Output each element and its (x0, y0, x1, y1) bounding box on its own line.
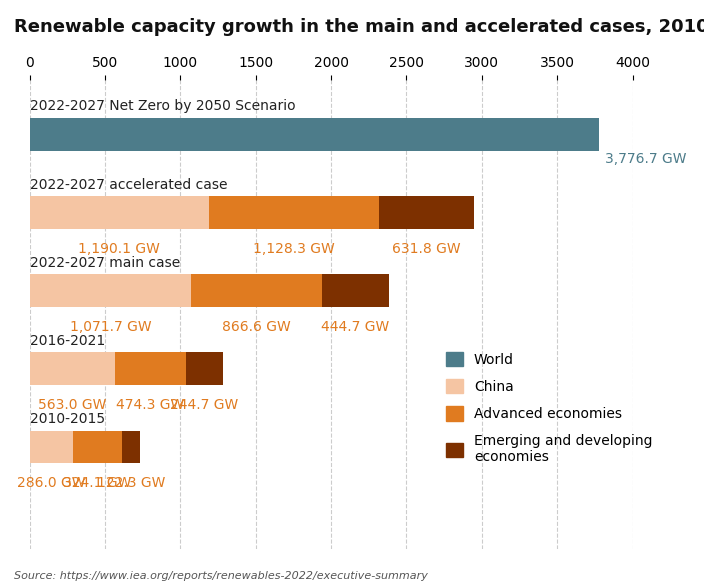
Text: 2010-2015: 2010-2015 (30, 412, 105, 426)
Bar (30, 430, 73, 463)
Bar (186, 352, 223, 385)
Bar (122, 430, 140, 463)
Text: 3,776.7 GW: 3,776.7 GW (605, 152, 686, 166)
Bar (30, 274, 191, 307)
Text: 286.0 GW: 286.0 GW (17, 477, 86, 491)
Bar (115, 352, 186, 385)
Text: 1,071.7 GW: 1,071.7 GW (70, 321, 151, 334)
Text: 324.1 GW: 324.1 GW (63, 477, 132, 491)
Text: 2016-2021: 2016-2021 (30, 334, 105, 348)
Text: 1,128.3 GW: 1,128.3 GW (253, 242, 335, 256)
Text: 2022-2027 accelerated case: 2022-2027 accelerated case (30, 177, 227, 191)
Text: Renewable capacity growth in the main and accelerated cases, 2010-2027: Renewable capacity growth in the main an… (14, 18, 704, 36)
Text: 2022-2027 Net Zero by 2050 Scenario: 2022-2027 Net Zero by 2050 Scenario (30, 99, 296, 113)
Bar (322, 274, 389, 307)
Bar (73, 430, 122, 463)
Text: 122.3 GW: 122.3 GW (96, 477, 165, 491)
Text: 2022-2027 main case: 2022-2027 main case (30, 256, 180, 269)
Bar (30, 352, 115, 385)
Text: 1,190.1 GW: 1,190.1 GW (78, 242, 161, 256)
Bar (30, 118, 599, 151)
Bar (379, 196, 474, 229)
Legend: World, China, Advanced economies, Emerging and developing
economies: World, China, Advanced economies, Emergi… (441, 346, 658, 470)
Text: 631.8 GW: 631.8 GW (392, 242, 461, 256)
Bar (191, 274, 322, 307)
Text: 244.7 GW: 244.7 GW (170, 399, 239, 413)
Text: 474.3 GW: 474.3 GW (116, 399, 184, 413)
Text: 444.7 GW: 444.7 GW (321, 321, 389, 334)
Text: Source: https://www.iea.org/reports/renewables-2022/executive-summary: Source: https://www.iea.org/reports/rene… (14, 571, 428, 581)
Bar (209, 196, 379, 229)
Text: 866.6 GW: 866.6 GW (222, 321, 291, 334)
Bar (30, 196, 209, 229)
Text: 563.0 GW: 563.0 GW (38, 399, 106, 413)
